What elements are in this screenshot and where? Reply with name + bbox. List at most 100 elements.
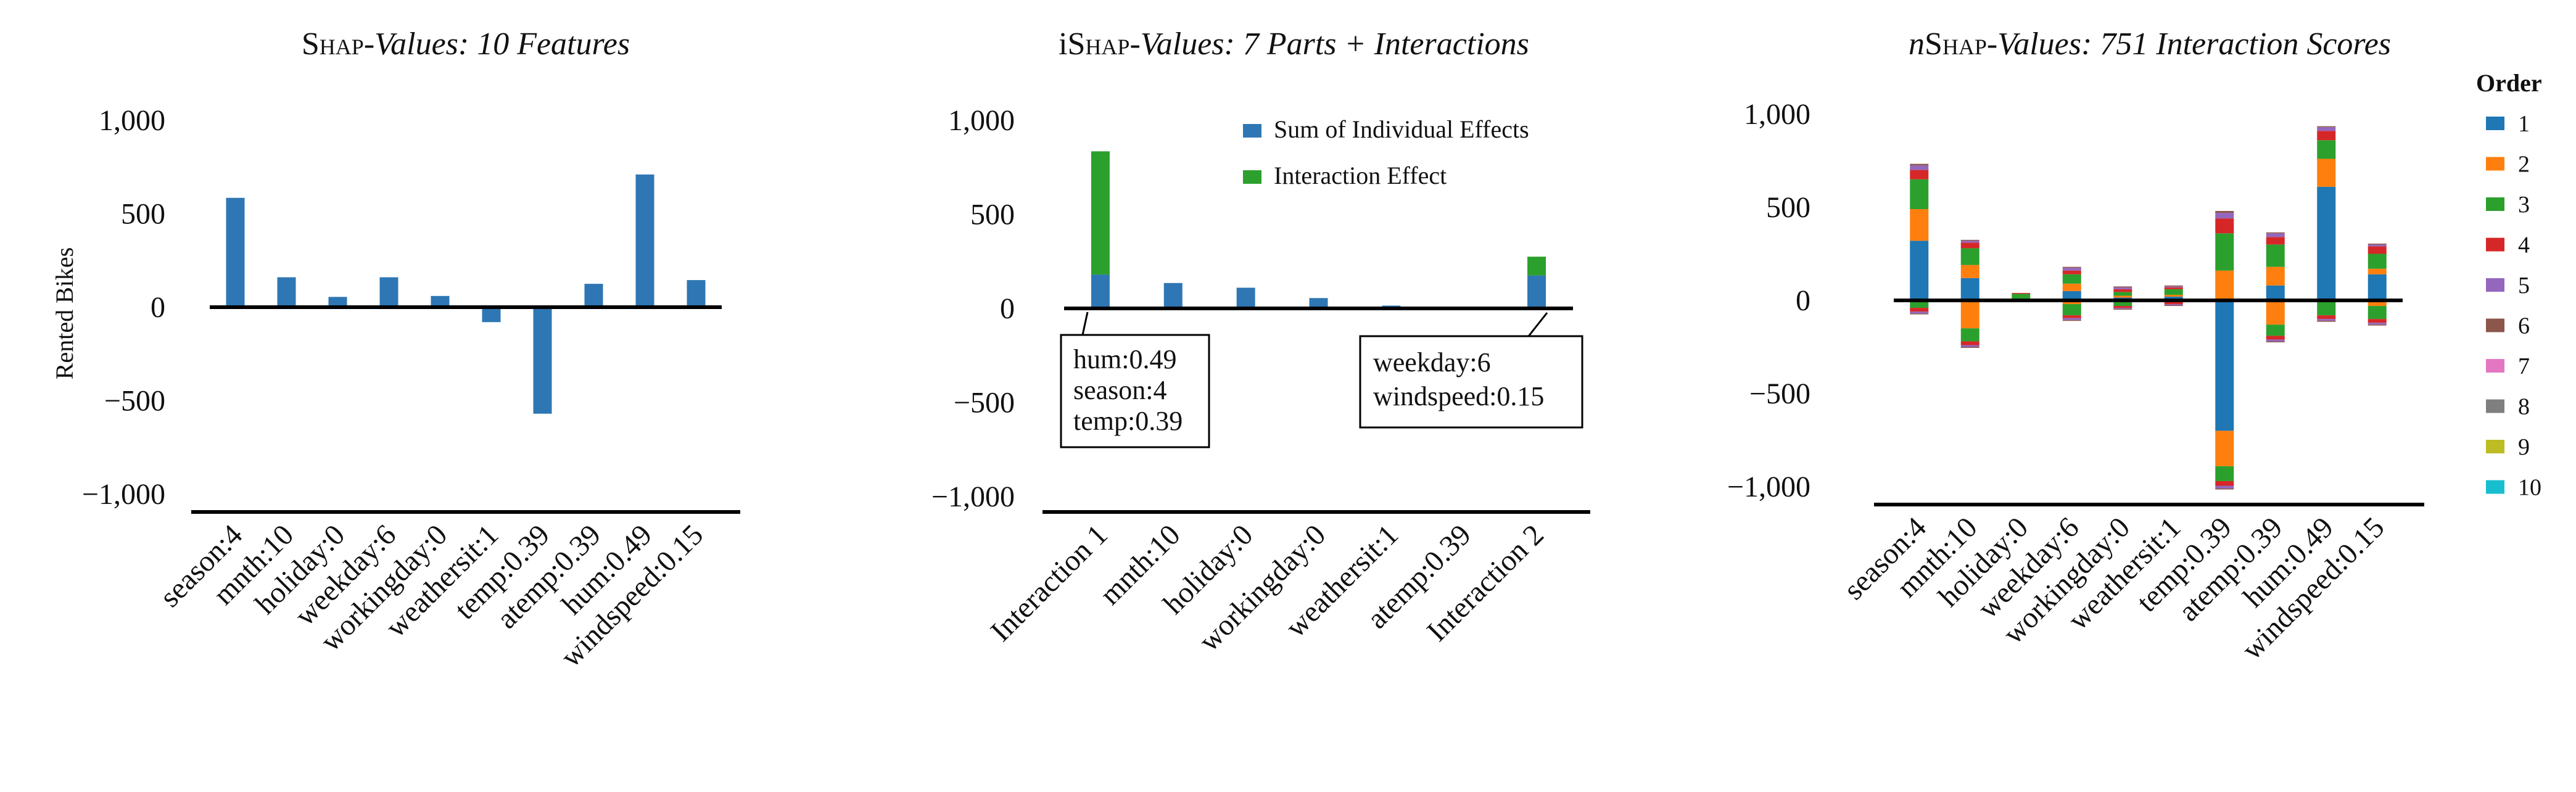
bar-mnth-10 (277, 277, 296, 307)
bar-workingday-0 (431, 295, 450, 307)
bar-workingday-0-order-6-neg (2113, 308, 2132, 310)
bar-atemp-0-39-order-3-pos (2266, 244, 2285, 267)
bar-hum-0-49-order-6-neg (2317, 321, 2336, 322)
bar-weekday-6-order-4-neg (2062, 315, 2081, 318)
bar-windspeed-0-15-order-4-neg (2368, 319, 2387, 323)
y-tick-label: 0 (1796, 284, 1810, 317)
bar-atemp-0-39-order-2-neg (2266, 300, 2285, 325)
bar-temp-0-39-order-5-pos (2215, 213, 2234, 219)
legend-swatch-order-8 (2486, 399, 2504, 413)
legend-swatch-sum-of-individual-effects (1243, 124, 1261, 138)
bar-hum-0-49-order-2-pos (2317, 159, 2336, 187)
bar-hum-0-49-order-4-neg (2317, 315, 2336, 320)
chart-3: nShap-Values: 751 Interaction Scores 1,00… (1727, 27, 2542, 666)
bar-weekday-6-order-5-pos (2062, 268, 2081, 271)
title-shap: Shap (1068, 27, 1130, 62)
bar-weathersit-1-order-1-pos (2164, 296, 2183, 300)
bar-mnth-10-order-2-pos (1960, 265, 1979, 278)
bar-weekday-6-order-2-neg (2062, 300, 2081, 305)
annotation-line: weekday:6 (1373, 347, 1491, 377)
bar-atemp-0-39-order-2-pos (2266, 266, 2285, 286)
y-tick-label: −500 (104, 385, 165, 418)
bar-atemp-0-39-order-5-neg (2266, 339, 2285, 342)
y-axis-label: Rented Bikes (51, 247, 78, 379)
annotation-line: hum:0.49 (1073, 344, 1176, 374)
bar-atemp-0-39-order-5-pos (2266, 233, 2285, 237)
legend-label-order-3: 3 (2518, 192, 2530, 218)
bar-temp-0-39-order-6-pos (2215, 211, 2234, 213)
bar-mnth-10-order-4-neg (1960, 341, 1979, 345)
bar-atemp-0-39-order-4-neg (2266, 336, 2285, 340)
y-tick-label: 1,000 (948, 104, 1015, 137)
bar-mnth-10-order-4-pos (1960, 242, 1979, 249)
y-tick-label: −1,000 (931, 481, 1015, 513)
title-prefix: n (1909, 27, 1925, 62)
y-tick-label: 1,000 (1744, 98, 1810, 131)
title-suffix: -Values: 10 Features (364, 27, 630, 62)
legend-title: Order (2476, 69, 2542, 97)
y-tick-label: −500 (954, 387, 1015, 419)
title-shap: Shap (302, 27, 364, 62)
bar-weathersit-1 (482, 307, 501, 323)
bar-season-4-order-4-pos (1910, 170, 1929, 179)
bar-windspeed-0-15-order-1-pos (2368, 274, 2387, 300)
bar-atemp-0-39-order-6-neg (2266, 341, 2285, 342)
bar-weathersit-1-order-5-pos (2164, 286, 2183, 287)
bar-temp-0-39-order-5-neg (2215, 485, 2234, 489)
bar-hum-0-49-order-6-pos (2317, 126, 2336, 128)
bar-temp-0-39-order-2-neg (2215, 431, 2234, 466)
bar-season-4-order-3-neg (1910, 300, 1929, 308)
bar-hum-0-49-order-1-pos (2317, 186, 2336, 300)
y-tick-label: −1,000 (1727, 471, 1810, 503)
bar-weekday-6 (379, 277, 398, 307)
annotation-line: temp:0.39 (1073, 406, 1183, 436)
annotation-pointer-interaction-1 (1081, 311, 1089, 336)
bar-season-4-order-4-neg (1910, 308, 1929, 312)
chart-title: iShap-Values: 7 Parts + Interactions (1059, 27, 1529, 62)
bar-atemp-0-39-order-4-pos (2266, 237, 2285, 245)
title-suffix: -Values: 7 Parts + Interactions (1129, 27, 1529, 62)
bar-windspeed-0-15-order-6-pos (2368, 243, 2387, 245)
y-tick-label: 500 (970, 199, 1015, 231)
bar-atemp-0-39-order-6-pos (2266, 232, 2285, 234)
bar-season-4-order-5-pos (1910, 165, 1929, 170)
bar-mnth-10-order-5-neg (1960, 345, 1979, 347)
bar-windspeed-0-15-order-3-neg (2368, 306, 2387, 320)
legend-swatch-order-2 (2486, 157, 2504, 171)
x-tick-label: Interaction 1 (985, 518, 1114, 648)
bar-windspeed-0-15-order-5-neg (2368, 323, 2387, 325)
bar-workingday-0-order-6-pos (2113, 286, 2132, 287)
legend-swatch-order-9 (2486, 440, 2504, 453)
bar-hum-0-49-order-3-neg (2317, 300, 2336, 316)
bar-mnth-10-order-5-pos (1960, 241, 1979, 243)
legend-label-order-2: 2 (2518, 152, 2530, 178)
bar-mnth-10-order-2-neg (1960, 300, 1979, 329)
bar-season-4 (226, 197, 245, 307)
chart-title: nShap-Values: 751 Interaction Scores (1909, 27, 2391, 62)
bar-workingday-0-order-2-pos (2113, 295, 2132, 298)
y-tick-label: −1,000 (82, 478, 165, 511)
bar-weekday-6-order-5-neg (2062, 318, 2081, 320)
bar-workingday-0-order-4-pos (2113, 289, 2132, 292)
legend-label-order-9: 9 (2518, 434, 2530, 460)
bar-interaction-1-interaction-effect (1091, 151, 1110, 275)
bar-hum-0-49-order-5-neg (2317, 319, 2336, 321)
legend-swatch-order-10 (2486, 480, 2504, 494)
legend-label-order-10: 10 (2518, 475, 2541, 501)
legend-swatch-interaction-effect (1243, 170, 1261, 184)
bar-weathersit-1-order-6-neg (2164, 305, 2183, 307)
bar-interaction-1-sum-of-individual-effects (1091, 274, 1110, 308)
bar-season-4-order-2-pos (1910, 209, 1929, 241)
bar-weekday-6-order-2-pos (2062, 283, 2081, 291)
bar-season-4-order-3-pos (1910, 179, 1929, 210)
y-tick-label: 500 (121, 198, 165, 231)
annotation-box-interaction-1 (1060, 334, 1210, 448)
title-prefix: i (1059, 27, 1067, 62)
legend-label-order-8: 8 (2518, 394, 2530, 420)
bar-temp-0-39 (533, 307, 552, 414)
legend-label-interaction-effect: Interaction Effect (1274, 162, 1447, 189)
legend-swatch-order-7 (2486, 359, 2504, 373)
bar-holiday-0-order-4-pos (2012, 292, 2031, 294)
bar-workingday-0-order-3-neg (2113, 302, 2132, 307)
